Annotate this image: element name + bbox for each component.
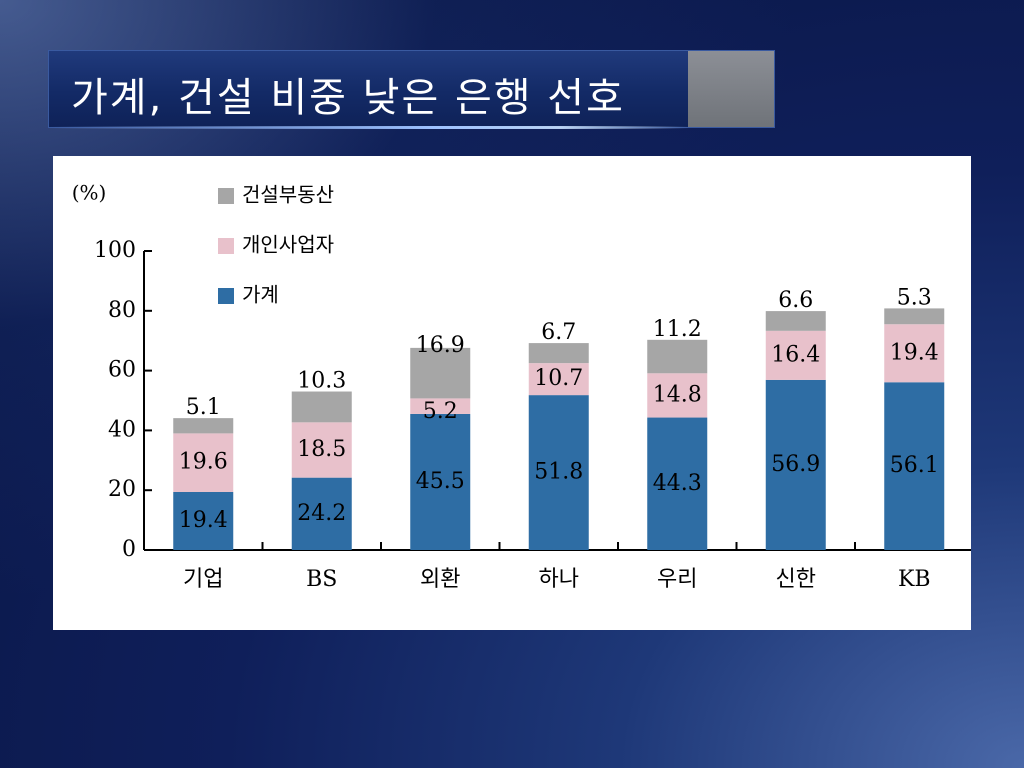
data-label: 19.4	[890, 340, 939, 365]
bar-segment-household	[765, 379, 826, 550]
legend-label: 건설부동산	[242, 183, 334, 207]
bar-segment-construction	[291, 391, 352, 423]
y-tick-label: 80	[108, 298, 136, 323]
data-label: 19.6	[179, 450, 228, 475]
bar-segment-sole-proprietor	[173, 433, 234, 492]
title-accent-block	[688, 51, 774, 127]
bar-segment-household	[291, 477, 352, 550]
chart-panel: 0 20 40 60 80 100 (%) 19.4 19.6 5.1 기업 24.2 18.5 10.3…	[53, 156, 971, 630]
data-label: 5.2	[423, 399, 458, 424]
x-tick-label: 우리	[657, 567, 697, 592]
x-tick-label: 외환	[420, 567, 460, 592]
x-tick-label: 하나	[539, 567, 579, 592]
bar-segment-sole-proprietor	[884, 324, 945, 383]
y-tick-label: 40	[108, 417, 136, 442]
title-banner: 가계, 건설 비중 낮은 은행 선호	[48, 50, 775, 129]
x-tick-label: 기업	[183, 567, 223, 592]
bar-segment-construction	[173, 418, 234, 434]
data-label: 11.2	[653, 317, 702, 342]
data-label: 5.1	[186, 395, 221, 420]
data-label: 51.8	[534, 460, 583, 485]
data-label: 24.2	[297, 501, 346, 526]
bar-segment-sole-proprietor	[765, 330, 826, 380]
bar-segment-construction	[410, 347, 471, 399]
y-tick-label: 100	[94, 238, 136, 263]
data-label: 6.6	[778, 288, 813, 313]
data-label: 56.1	[890, 453, 939, 478]
bar-segment-household	[173, 491, 234, 550]
data-label: 14.8	[653, 382, 702, 407]
y-axis-unit-label: (%)	[72, 181, 107, 205]
data-label: 45.5	[416, 469, 465, 494]
bar-segment-sole-proprietor	[528, 363, 589, 396]
data-label: 6.7	[541, 320, 576, 345]
data-label: 18.5	[297, 437, 346, 462]
legend-label: 개인사업자	[242, 233, 334, 257]
y-tick-label: 60	[108, 358, 136, 383]
bar-segment-sole-proprietor	[410, 398, 471, 414]
bar-segment-household	[528, 395, 589, 550]
data-label: 19.4	[179, 508, 228, 533]
legend-swatch	[218, 238, 234, 254]
bar-segment-household	[410, 413, 471, 550]
bar-segment-construction	[884, 308, 945, 325]
legend-label: 가계	[242, 283, 279, 307]
stacked-bar-chart: 0 20 40 60 80 100 (%) 19.4 19.6 5.1 기업 24.2 18.5 10.3…	[72, 181, 971, 592]
bar-segment-construction	[647, 339, 708, 374]
y-tick-label: 20	[108, 477, 136, 502]
data-label: 10.3	[297, 369, 346, 394]
x-tick-label: KB	[898, 567, 931, 592]
title-glow-line	[49, 126, 689, 129]
bar-segment-construction	[528, 343, 589, 364]
data-label: 10.7	[534, 366, 583, 391]
data-label: 16.4	[771, 342, 820, 367]
legend-swatch	[218, 188, 234, 204]
data-label: 5.3	[897, 285, 932, 310]
data-label: 44.3	[653, 471, 702, 496]
legend-swatch	[218, 288, 234, 304]
bar-segment-sole-proprietor	[291, 422, 352, 478]
bar-segment-household	[884, 382, 945, 550]
bar-segment-sole-proprietor	[647, 373, 708, 418]
x-tick-label: 신한	[776, 567, 816, 592]
bar-segment-household	[647, 417, 708, 550]
y-tick-label: 0	[122, 537, 136, 562]
slide-title: 가계, 건설 비중 낮은 은행 선호	[71, 75, 625, 121]
x-tick-label: BS	[306, 567, 337, 592]
bar-segment-construction	[765, 311, 826, 331]
data-label: 16.9	[416, 333, 465, 358]
data-label: 56.9	[771, 452, 820, 477]
